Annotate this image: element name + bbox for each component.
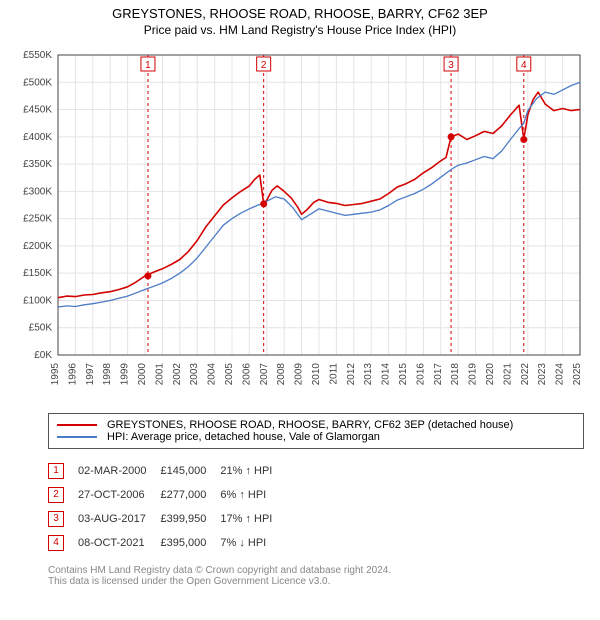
marker-badge: 3 <box>48 511 64 527</box>
svg-text:£200K: £200K <box>23 241 52 252</box>
svg-text:£400K: £400K <box>23 132 52 143</box>
svg-text:2008: 2008 <box>276 363 287 386</box>
svg-text:£300K: £300K <box>23 186 52 197</box>
svg-text:2009: 2009 <box>294 363 305 386</box>
svg-text:£100K: £100K <box>23 295 52 306</box>
titles: GREYSTONES, RHOOSE ROAD, RHOOSE, BARRY, … <box>0 0 600 37</box>
marker-delta: 17% ↑ HPI <box>220 507 286 531</box>
table-row: 3 03-AUG-2017£399,95017% ↑ HPI <box>48 507 286 531</box>
chart-area: £0K £50K £100K £150K £200K £250K £300K £350K £40… <box>10 45 590 405</box>
svg-text:2020: 2020 <box>485 363 496 386</box>
svg-text:£150K: £150K <box>23 268 52 279</box>
marker-price: £277,000 <box>160 483 220 507</box>
svg-text:2022: 2022 <box>520 363 531 386</box>
title-line2: Price paid vs. HM Land Registry's House … <box>0 23 600 37</box>
svg-text:2023: 2023 <box>537 363 548 386</box>
legend-row: GREYSTONES, RHOOSE ROAD, RHOOSE, BARRY, … <box>57 419 575 431</box>
marker-date: 03-AUG-2017 <box>78 507 160 531</box>
svg-text:1998: 1998 <box>102 363 113 386</box>
svg-text:3: 3 <box>448 60 454 71</box>
svg-text:1999: 1999 <box>120 363 131 386</box>
svg-text:2000: 2000 <box>137 363 148 386</box>
marker-badge: 2 <box>48 487 64 503</box>
svg-text:2010: 2010 <box>311 363 322 386</box>
marker-price: £395,000 <box>160 531 220 555</box>
svg-text:2007: 2007 <box>259 363 270 386</box>
marker-delta: 6% ↑ HPI <box>220 483 286 507</box>
svg-text:2018: 2018 <box>450 363 461 386</box>
svg-text:1997: 1997 <box>85 363 96 386</box>
svg-text:2019: 2019 <box>468 363 479 386</box>
footer: Contains HM Land Registry data © Crown c… <box>48 565 584 587</box>
svg-text:£550K: £550K <box>23 50 52 61</box>
svg-text:2: 2 <box>261 60 267 71</box>
svg-text:2002: 2002 <box>172 363 183 386</box>
marker-price: £145,000 <box>160 459 220 483</box>
table-row: 4 08-OCT-2021£395,0007% ↓ HPI <box>48 531 286 555</box>
marker-badge: 4 <box>48 535 64 551</box>
svg-text:2003: 2003 <box>189 363 200 386</box>
chart-svg: £0K £50K £100K £150K £200K £250K £300K £350K £40… <box>10 45 590 405</box>
chart-wrapper: GREYSTONES, RHOOSE ROAD, RHOOSE, BARRY, … <box>0 0 600 587</box>
marker-price: £399,950 <box>160 507 220 531</box>
table-row: 2 27-OCT-2006£277,0006% ↑ HPI <box>48 483 286 507</box>
svg-text:1995: 1995 <box>50 363 61 386</box>
svg-text:2012: 2012 <box>346 363 357 386</box>
svg-text:2013: 2013 <box>363 363 374 386</box>
marker-badge: 1 <box>48 463 64 479</box>
svg-text:2005: 2005 <box>224 363 235 386</box>
svg-text:2015: 2015 <box>398 363 409 386</box>
legend-label: GREYSTONES, RHOOSE ROAD, RHOOSE, BARRY, … <box>107 419 513 431</box>
marker-date: 27-OCT-2006 <box>78 483 160 507</box>
marker-date: 02-MAR-2000 <box>78 459 160 483</box>
svg-text:£50K: £50K <box>29 323 53 334</box>
svg-text:2024: 2024 <box>555 363 566 386</box>
svg-text:£350K: £350K <box>23 159 52 170</box>
legend-swatch <box>57 436 97 438</box>
legend-row: HPI: Average price, detached house, Vale… <box>57 431 575 443</box>
svg-text:2017: 2017 <box>433 363 444 386</box>
title-line1: GREYSTONES, RHOOSE ROAD, RHOOSE, BARRY, … <box>0 6 600 21</box>
svg-text:2014: 2014 <box>381 363 392 386</box>
marker-delta: 7% ↓ HPI <box>220 531 286 555</box>
svg-text:1: 1 <box>145 60 151 71</box>
legend-swatch <box>57 424 97 426</box>
svg-text:2016: 2016 <box>415 363 426 386</box>
svg-text:£0K: £0K <box>34 350 52 361</box>
svg-text:2021: 2021 <box>502 363 513 386</box>
svg-text:1996: 1996 <box>67 363 78 386</box>
legend-label: HPI: Average price, detached house, Vale… <box>107 431 380 443</box>
legend: GREYSTONES, RHOOSE ROAD, RHOOSE, BARRY, … <box>48 413 584 449</box>
footer-line1: Contains HM Land Registry data © Crown c… <box>48 565 584 576</box>
svg-text:4: 4 <box>521 60 527 71</box>
svg-text:£250K: £250K <box>23 214 52 225</box>
table-row: 1 02-MAR-2000£145,00021% ↑ HPI <box>48 459 286 483</box>
markers-table: 1 02-MAR-2000£145,00021% ↑ HPI 2 27-OCT-200… <box>48 459 584 555</box>
svg-text:£450K: £450K <box>23 105 52 116</box>
svg-text:2001: 2001 <box>154 363 165 386</box>
svg-text:£500K: £500K <box>23 77 52 88</box>
svg-text:2004: 2004 <box>207 363 218 386</box>
svg-text:2025: 2025 <box>572 363 583 386</box>
svg-text:2006: 2006 <box>241 363 252 386</box>
footer-line2: This data is licensed under the Open Gov… <box>48 576 584 587</box>
marker-date: 08-OCT-2021 <box>78 531 160 555</box>
svg-text:2011: 2011 <box>328 363 339 385</box>
marker-delta: 21% ↑ HPI <box>220 459 286 483</box>
